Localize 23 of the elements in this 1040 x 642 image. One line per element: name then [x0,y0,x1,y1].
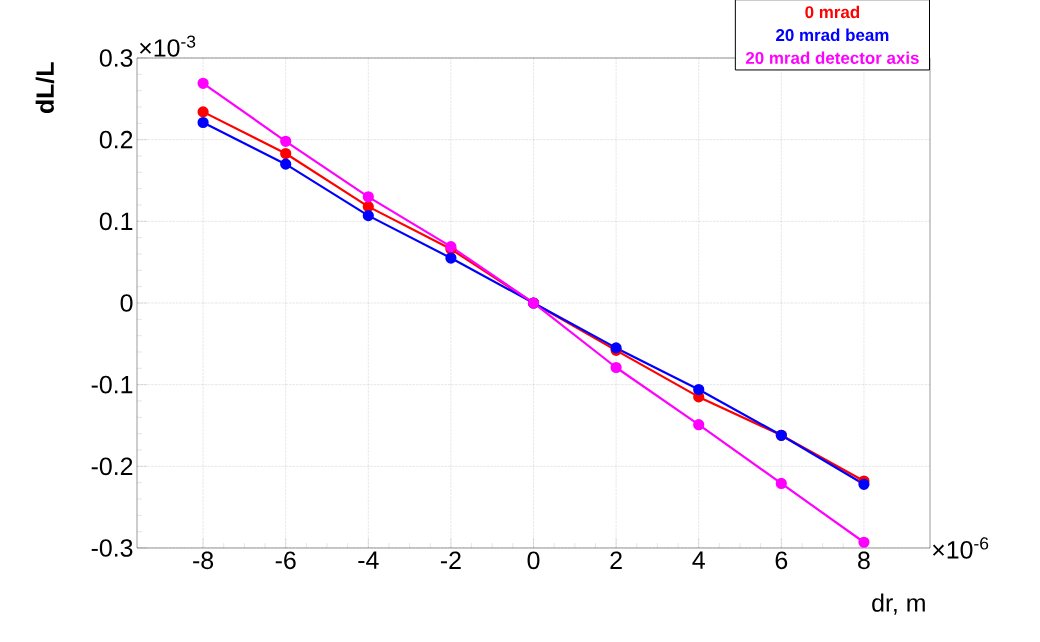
x-tick-label: -8 [193,551,214,570]
text: 20 mrad detector axis [745,51,919,64]
text: ×10$^{-6}$ [932,537,989,559]
x-tick-label: -4 [358,551,379,569]
y-tick-label: 0.3 [99,49,133,67]
y-tick-label: 0.1 [99,212,133,231]
y-tick-label: 0 [120,294,133,312]
y-axis-title: dL/L [35,62,55,114]
y-tick-label: -0.2 [91,457,133,476]
x-tick-label: 4 [692,551,705,569]
x-tick-label: -2 [440,551,461,569]
text: ×10$^{-3}$ [139,35,196,57]
y-tick-label: 0.2 [99,130,133,149]
x-tick-label: 2 [610,551,622,569]
text: 20 mrad beam [776,28,889,42]
x-tick-label: 8 [858,551,870,570]
x-tick-label: 0 [527,551,540,570]
text: 0 mrad [805,5,860,19]
y-tick-label: -0.3 [91,539,133,557]
y-tick-label: -0.1 [91,375,133,394]
x-tick-label: -6 [275,551,296,570]
x-axis-title: dr, m [872,593,925,615]
x-tick-label: 6 [775,551,788,570]
